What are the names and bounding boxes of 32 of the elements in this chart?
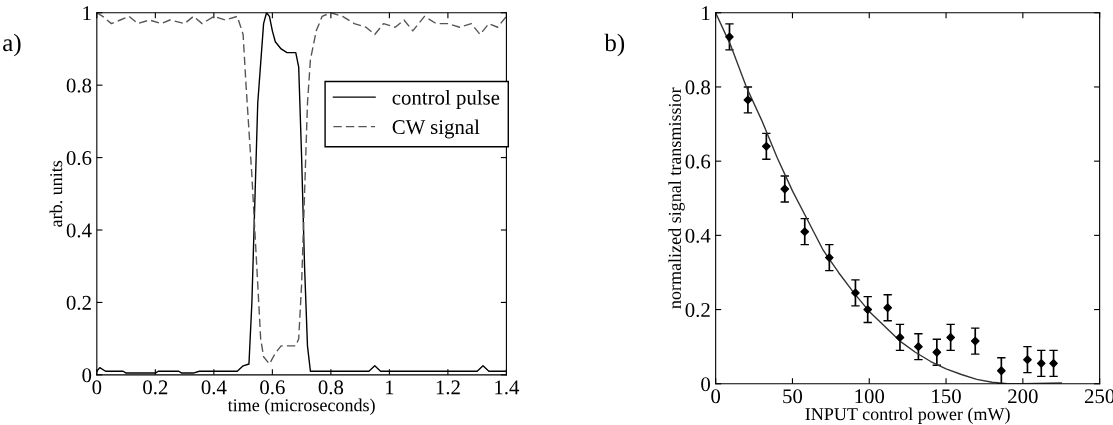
legend-label: CW signal — [392, 119, 480, 139]
y-tick-label: 1 — [83, 6, 91, 20]
y-tick-label: 0.2 — [66, 295, 91, 310]
y-axis-title: normalized signal transmissior — [668, 87, 685, 309]
text: a) — [3, 33, 21, 57]
y-tick-label: 0.6 — [66, 150, 92, 166]
y-tick-label: 1 — [702, 6, 710, 20]
x-tick-label: 0.6 — [260, 380, 285, 395]
x-tick-label: 0.2 — [143, 380, 168, 395]
x-axis-title: time (microseconds) — [227, 398, 375, 415]
x-tick-label: 1 — [386, 380, 394, 395]
y-tick-label: 0 — [82, 368, 92, 383]
y-tick-label: 0.4 — [685, 228, 711, 243]
x-axis-title: INPUT control power (mW) — [805, 407, 1010, 424]
x-tick-label: 1.4 — [495, 380, 520, 395]
y-tick-label: 0.8 — [66, 78, 92, 93]
y-tick-label: 0.8 — [685, 80, 710, 95]
y-tick-label: 0.4 — [66, 223, 92, 238]
x-tick-label: 200 — [1008, 389, 1038, 404]
x-tick-label: 100 — [855, 389, 885, 404]
y-axis-title: arb. units — [49, 160, 63, 227]
x-tick-label: 0 — [92, 380, 102, 395]
legend-label: control pulse — [392, 90, 500, 109]
y-tick-label: 0.6 — [685, 154, 711, 169]
x-tick-label: 50 — [783, 389, 803, 404]
x-tick-label: 150 — [932, 389, 961, 404]
y-tick-label: 0.2 — [685, 302, 710, 318]
x-tick-label: 0 — [711, 389, 721, 404]
text: b) — [604, 33, 625, 57]
x-tick-label: 0.8 — [318, 380, 344, 395]
x-tick-label: 0.4 — [201, 380, 227, 395]
x-tick-label: 1.2 — [436, 380, 460, 395]
